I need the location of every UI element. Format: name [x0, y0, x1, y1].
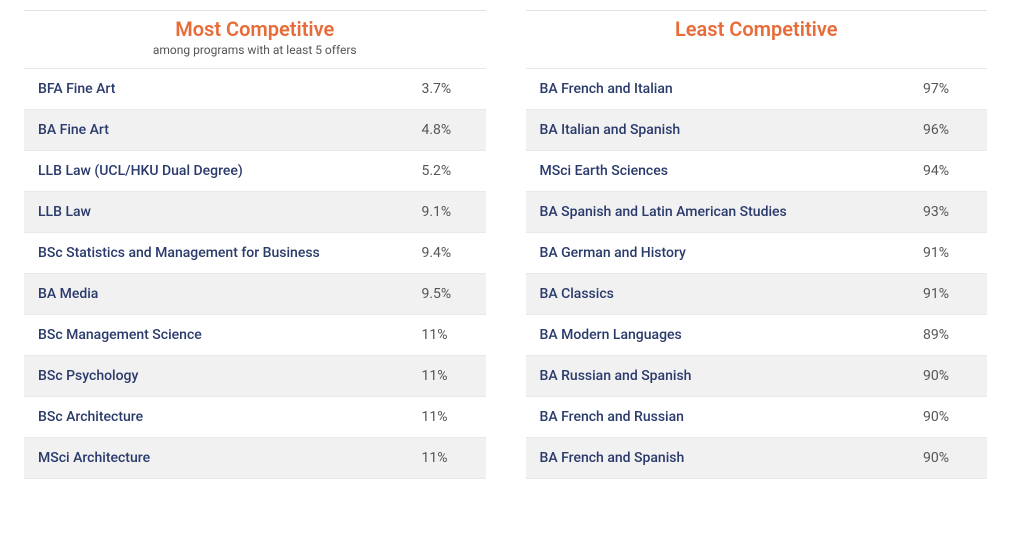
program-name[interactable]: LLB Law [38, 204, 91, 220]
table-row: BSc Architecture 11% [24, 396, 486, 437]
table-row: BA French and Italian 97% [526, 68, 988, 109]
program-name[interactable]: BA Russian and Spanish [540, 368, 692, 384]
most-subtitle: among programs with at least 5 offers [24, 43, 486, 57]
program-name[interactable]: BA Italian and Spanish [540, 122, 681, 138]
program-value: 97% [923, 81, 973, 97]
program-value: 5.2% [422, 163, 472, 179]
program-value: 91% [923, 245, 973, 261]
columns-container: Most Competitive among programs with at … [24, 10, 987, 479]
program-name[interactable]: BA Media [38, 286, 98, 302]
program-name[interactable]: BSc Management Science [38, 327, 202, 343]
program-name[interactable]: BA Fine Art [38, 122, 109, 138]
program-value: 91% [923, 286, 973, 302]
program-name[interactable]: BFA Fine Art [38, 81, 115, 97]
table-row: BA French and Spanish 90% [526, 437, 988, 478]
program-name[interactable]: BA Spanish and Latin American Studies [540, 204, 787, 220]
program-value: 9.4% [422, 245, 472, 261]
table-row: MSci Architecture 11% [24, 437, 486, 478]
table-row: BA Fine Art 4.8% [24, 109, 486, 150]
program-value: 93% [923, 204, 973, 220]
most-competitive-column: Most Competitive among programs with at … [24, 10, 486, 479]
table-row: BFA Fine Art 3.7% [24, 68, 486, 109]
table-row: BA Italian and Spanish 96% [526, 109, 988, 150]
table-row: BA Modern Languages 89% [526, 314, 988, 355]
table-row: BA French and Russian 90% [526, 396, 988, 437]
program-value: 89% [923, 327, 973, 343]
table-row: LLB Law (UCL/HKU Dual Degree) 5.2% [24, 150, 486, 191]
table-row: BA Spanish and Latin American Studies 93% [526, 191, 988, 232]
least-rows: BA French and Italian 97% BA Italian and S… [526, 68, 988, 479]
program-name[interactable]: BSc Psychology [38, 368, 138, 384]
least-header: Least Competitive [526, 10, 988, 68]
table-row: BSc Psychology 11% [24, 355, 486, 396]
most-header: Most Competitive among programs with at … [24, 10, 486, 68]
program-value: 90% [923, 368, 973, 384]
program-value: 90% [923, 409, 973, 425]
program-value: 96% [923, 122, 973, 138]
program-name[interactable]: BSc Architecture [38, 409, 143, 425]
table-row: BSc Statistics and Management for Busine… [24, 232, 486, 273]
table-row: BA Media 9.5% [24, 273, 486, 314]
program-name[interactable]: BA Classics [540, 286, 614, 302]
program-value: 9.1% [422, 204, 472, 220]
program-value: 11% [422, 368, 472, 384]
table-row: BA Classics 91% [526, 273, 988, 314]
table-row: MSci Earth Sciences 94% [526, 150, 988, 191]
program-name[interactable]: BSc Statistics and Management for Busine… [38, 245, 320, 261]
table-row: BA German and History 91% [526, 232, 988, 273]
table-row: LLB Law 9.1% [24, 191, 486, 232]
program-name[interactable]: BA Modern Languages [540, 327, 682, 343]
least-competitive-column: Least Competitive BA French and Italian 9… [526, 10, 988, 479]
program-value: 3.7% [422, 81, 472, 97]
program-value: 90% [923, 450, 973, 466]
most-title: Most Competitive [24, 17, 486, 41]
program-name[interactable]: BA French and Russian [540, 409, 684, 425]
program-value: 9.5% [422, 286, 472, 302]
table-row: BSc Management Science 11% [24, 314, 486, 355]
most-rows: BFA Fine Art 3.7% BA Fine Art 4.8% LLB Law (… [24, 68, 486, 479]
program-name[interactable]: BA French and Spanish [540, 450, 685, 466]
program-value: 11% [422, 450, 472, 466]
program-value: 94% [923, 163, 973, 179]
program-name[interactable]: MSci Architecture [38, 450, 150, 466]
program-name[interactable]: LLB Law (UCL/HKU Dual Degree) [38, 163, 243, 179]
program-value: 4.8% [422, 122, 472, 138]
program-name[interactable]: MSci Earth Sciences [540, 163, 668, 179]
program-name[interactable]: BA French and Italian [540, 81, 673, 97]
least-title: Least Competitive [526, 17, 988, 41]
program-value: 11% [422, 409, 472, 425]
table-row: BA Russian and Spanish 90% [526, 355, 988, 396]
program-value: 11% [422, 327, 472, 343]
program-name[interactable]: BA German and History [540, 245, 686, 261]
